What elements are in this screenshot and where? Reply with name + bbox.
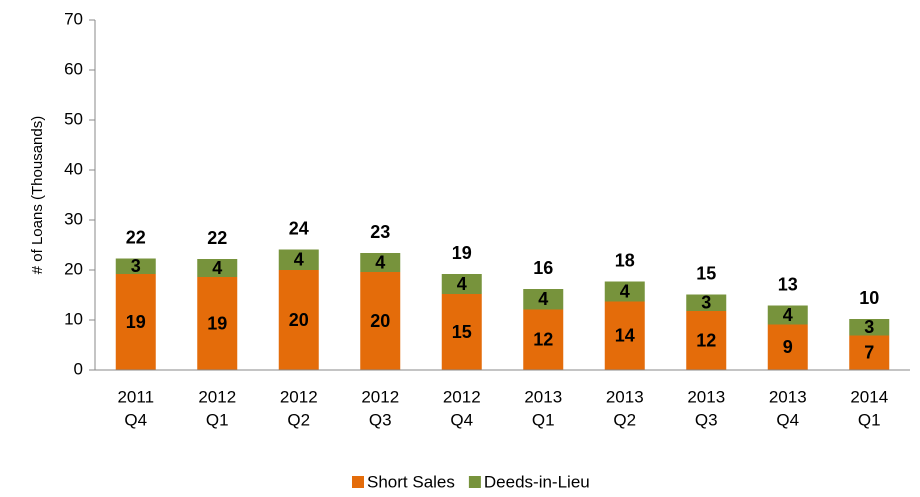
x-tick-label: 2011: [117, 387, 154, 406]
bar-segment: [523, 289, 564, 310]
bar-segment: [441, 274, 482, 294]
bar-segment: [767, 305, 808, 325]
bar-segment: [604, 301, 645, 370]
x-tick-label: 2012: [280, 387, 318, 406]
bar-segment: [767, 324, 808, 370]
bar-segment: [849, 319, 890, 336]
y-tick-label: 70: [64, 9, 83, 28]
bar-segment: [197, 277, 238, 370]
bar-segment: [686, 311, 727, 370]
total-label: 22: [207, 228, 227, 248]
y-tick-label: 50: [64, 109, 83, 128]
value-label: 3: [701, 293, 711, 313]
x-tick-label: 2012: [361, 387, 399, 406]
value-label: 3: [864, 317, 874, 337]
y-axis-label: # of Loans (Thousands): [29, 116, 46, 274]
x-tick-label: Q1: [532, 410, 555, 429]
y-tick-label: 60: [64, 59, 83, 78]
value-label: 4: [538, 289, 548, 309]
x-tick-label: 2012: [198, 387, 236, 406]
legend-swatch: [468, 476, 481, 488]
legend-label: Deeds-in-Lieu: [484, 472, 590, 491]
bar-segment: [604, 281, 645, 302]
value-label: 4: [212, 258, 222, 278]
value-label: 20: [289, 310, 309, 330]
total-label: 19: [452, 243, 472, 263]
total-label: 18: [615, 250, 635, 270]
total-label: 15: [696, 263, 716, 283]
value-label: 4: [294, 250, 304, 270]
x-tick-label: Q1: [858, 410, 881, 429]
legend-swatch: [352, 476, 364, 488]
x-tick-label: Q4: [776, 410, 799, 429]
x-tick-label: 2012: [443, 387, 481, 406]
bar-segment: [523, 309, 564, 370]
x-tick-label: Q3: [369, 410, 392, 429]
y-tick-label: 0: [74, 359, 83, 378]
y-tick-label: 40: [64, 159, 83, 178]
y-tick-label: 30: [64, 209, 83, 228]
value-label: 4: [783, 305, 793, 325]
x-tick-label: Q4: [124, 410, 147, 429]
bar-segment: [278, 270, 319, 370]
value-label: 3: [131, 256, 141, 276]
bar-segment: [360, 253, 401, 272]
x-tick-label: 2013: [524, 387, 562, 406]
total-label: 23: [370, 222, 390, 242]
total-label: 10: [859, 288, 879, 308]
legend-label: Short Sales: [367, 472, 455, 491]
value-label: 19: [207, 313, 227, 333]
bar-segment: [115, 258, 156, 274]
value-label: 9: [783, 337, 793, 357]
x-tick-label: Q4: [450, 410, 473, 429]
x-tick-label: Q1: [206, 410, 229, 429]
bar-segment: [278, 249, 319, 270]
y-tick-label: 20: [64, 259, 83, 278]
bar-segment: [849, 335, 890, 370]
value-label: 15: [452, 322, 472, 342]
x-tick-label: Q2: [613, 410, 636, 429]
value-label: 14: [615, 326, 635, 346]
bar-segment: [197, 259, 238, 277]
y-tick-label: 10: [64, 309, 83, 328]
bar-segment: [441, 294, 482, 370]
x-tick-label: Q2: [287, 410, 310, 429]
value-label: 4: [620, 281, 630, 301]
total-label: 16: [533, 258, 553, 278]
value-label: 12: [696, 330, 716, 350]
total-label: 13: [778, 274, 798, 294]
value-label: 7: [864, 343, 874, 363]
x-tick-label: Q3: [695, 410, 718, 429]
bar-segment: [115, 274, 156, 370]
total-label: 22: [126, 227, 146, 247]
value-label: 12: [533, 330, 553, 350]
total-label: 24: [289, 218, 309, 238]
value-label: 4: [457, 274, 467, 294]
x-tick-label: 2013: [769, 387, 807, 406]
bar-segment: [360, 272, 401, 370]
x-tick-label: 2014: [850, 387, 888, 406]
x-tick-label: 2013: [606, 387, 644, 406]
bar-segment: [686, 294, 727, 311]
value-label: 20: [370, 311, 390, 331]
value-label: 4: [375, 252, 385, 272]
value-label: 19: [126, 312, 146, 332]
x-tick-label: 2013: [687, 387, 725, 406]
